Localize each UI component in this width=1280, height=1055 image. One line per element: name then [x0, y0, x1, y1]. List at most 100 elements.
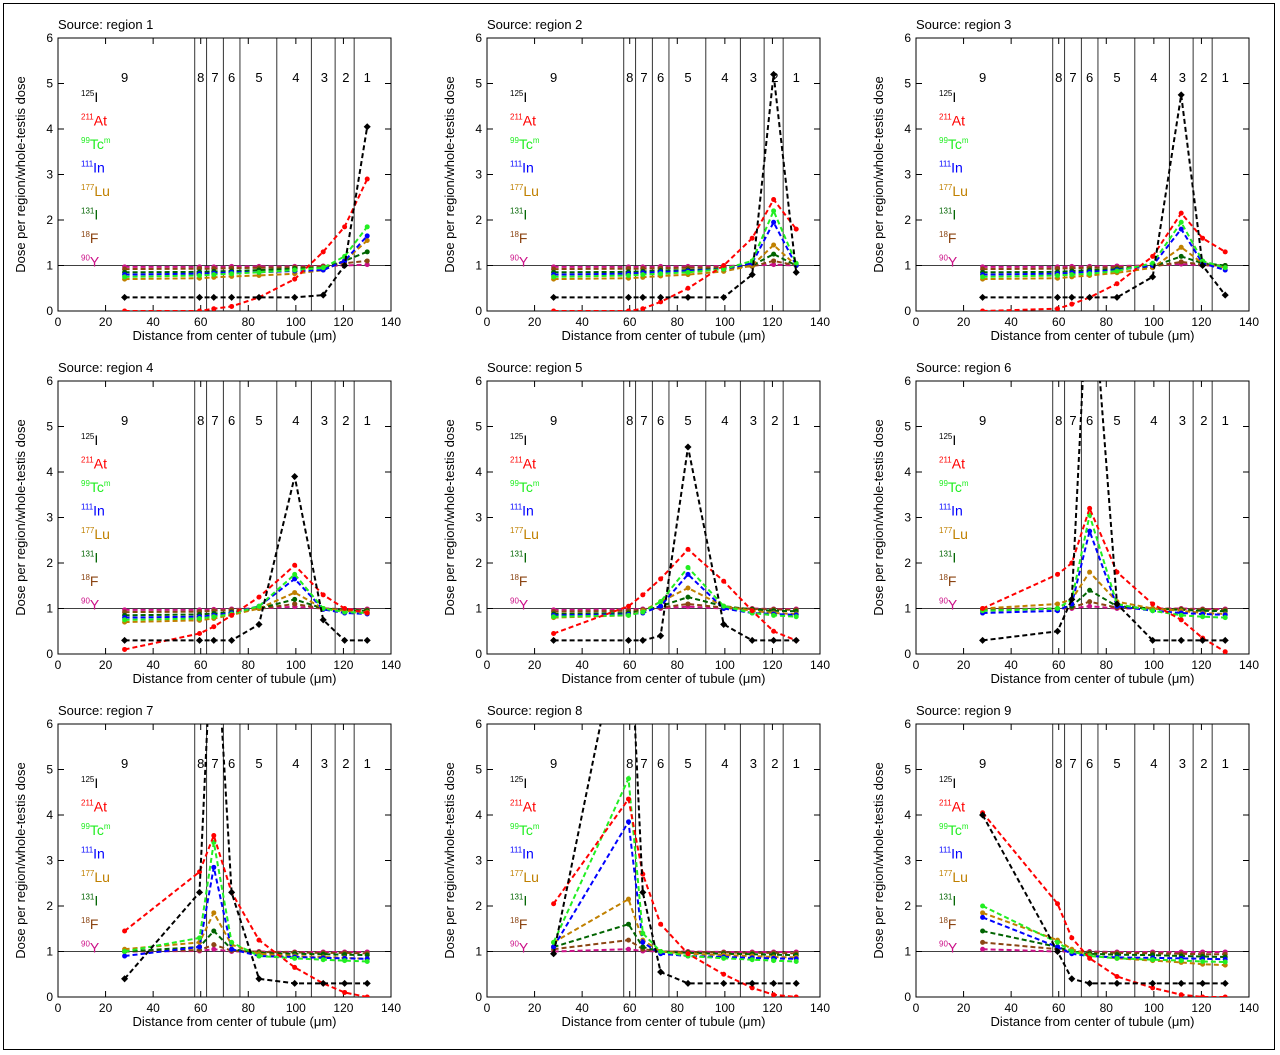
data-point [364, 610, 370, 616]
legend-mass: 111 [939, 503, 952, 512]
region-label: 5 [1113, 70, 1120, 85]
data-point [720, 979, 728, 987]
x-tick-label: 0 [913, 1001, 920, 1015]
series-group [979, 241, 1229, 654]
legend-element: In [93, 160, 105, 176]
data-point [640, 609, 646, 615]
data-point [720, 620, 728, 628]
y-tick-label: 2 [46, 213, 53, 227]
data-point [320, 957, 326, 963]
series-line [982, 94, 1226, 299]
data-point [292, 590, 298, 596]
legend-entry: 90Y [939, 254, 958, 270]
data-point [319, 616, 327, 624]
y-tick-label: 2 [475, 213, 482, 227]
region-label: 5 [255, 413, 262, 428]
x-tick-label: 0 [913, 658, 920, 672]
data-point [1069, 301, 1075, 307]
data-point [256, 603, 262, 609]
legend-entry: 111In [510, 503, 534, 519]
x-tick-label: 120 [1191, 658, 1211, 672]
data-point [626, 308, 632, 311]
legend-entry: 125I [939, 775, 956, 791]
legend-entry: 111In [939, 846, 963, 862]
legend-element: I [94, 775, 98, 791]
legend-element: I [952, 207, 956, 223]
region-label: 1 [1222, 413, 1229, 428]
x-tick-label: 100 [286, 315, 306, 329]
data-point [771, 219, 777, 225]
legend-entry: 111In [939, 160, 963, 176]
legend-entry: 211At [510, 113, 536, 129]
data-point [640, 306, 646, 311]
region-label: 6 [657, 70, 664, 85]
y-tick-label: 6 [904, 374, 911, 388]
data-point [624, 293, 633, 301]
x-tick-label: 20 [99, 658, 113, 672]
y-tick-label: 5 [46, 420, 53, 434]
x-tick-label: 60 [1052, 658, 1066, 672]
data-point [626, 796, 632, 802]
x-tick-label: 20 [528, 658, 542, 672]
data-point [626, 937, 632, 943]
data-point [721, 263, 727, 268]
chart-panel-3: Source: region 30 20 40 60 80 100 120 140012345… [871, 17, 1259, 343]
data-point [793, 614, 799, 620]
legend-entry: 131I [81, 893, 98, 909]
x-tick-label: 80 [671, 658, 685, 672]
region-label: 4 [292, 756, 299, 771]
data-point [291, 293, 299, 301]
data-point [211, 942, 217, 948]
region-label: 1 [1222, 70, 1229, 85]
legend-entry: 99Tcm [510, 136, 540, 152]
legend-mass: 99 [510, 136, 519, 145]
data-point [210, 293, 218, 301]
y-tick-label: 6 [46, 374, 53, 388]
legend-mass: 177 [510, 183, 524, 192]
legend-entry: 18F [81, 916, 98, 932]
y-tick-label: 4 [475, 808, 482, 822]
region-label: 5 [684, 70, 691, 85]
legend-mass: 99 [81, 479, 90, 488]
legend-mass: 99 [939, 136, 948, 145]
data-point [1200, 235, 1206, 241]
data-point [1114, 268, 1120, 274]
data-point [1069, 949, 1075, 954]
data-point [1222, 649, 1228, 654]
data-point [1149, 979, 1157, 987]
y-axis-label: Dose per region/whole-testis dose [871, 762, 886, 959]
figure-frame [3, 3, 1275, 1050]
x-tick-label: 100 [286, 1001, 306, 1015]
region-label: 3 [1179, 756, 1186, 771]
data-point [1177, 636, 1185, 644]
y-tick-label: 0 [475, 304, 482, 318]
data-point [1086, 241, 1093, 248]
region-label: 6 [228, 413, 235, 428]
legend-mass: 99 [939, 479, 948, 488]
region-label: 1 [364, 756, 371, 771]
y-tick-label: 5 [904, 763, 911, 777]
legend-entry: 211At [510, 799, 536, 815]
x-tick-label: 60 [194, 1001, 208, 1015]
data-point [1150, 957, 1156, 963]
data-point [211, 928, 217, 934]
data-point [341, 261, 349, 270]
series-line [982, 916, 1226, 961]
region-label: 5 [1113, 413, 1120, 428]
data-point [292, 955, 298, 961]
y-tick-label: 1 [904, 602, 911, 616]
legend-mass: 131 [939, 207, 953, 216]
legend-mass: 99 [81, 822, 90, 831]
data-point [626, 273, 632, 279]
data-point [979, 811, 987, 819]
region-label: 3 [321, 70, 328, 85]
legend-mass: 18 [939, 230, 948, 239]
legend-entry: 90Y [510, 597, 529, 613]
legend-mass: 177 [81, 183, 95, 192]
data-point [658, 949, 664, 954]
region-label: 6 [1086, 70, 1093, 85]
data-point [657, 632, 665, 640]
legend-mass: 90 [939, 940, 948, 949]
legend-element: In [951, 503, 963, 519]
x-tick-label: 100 [715, 315, 735, 329]
